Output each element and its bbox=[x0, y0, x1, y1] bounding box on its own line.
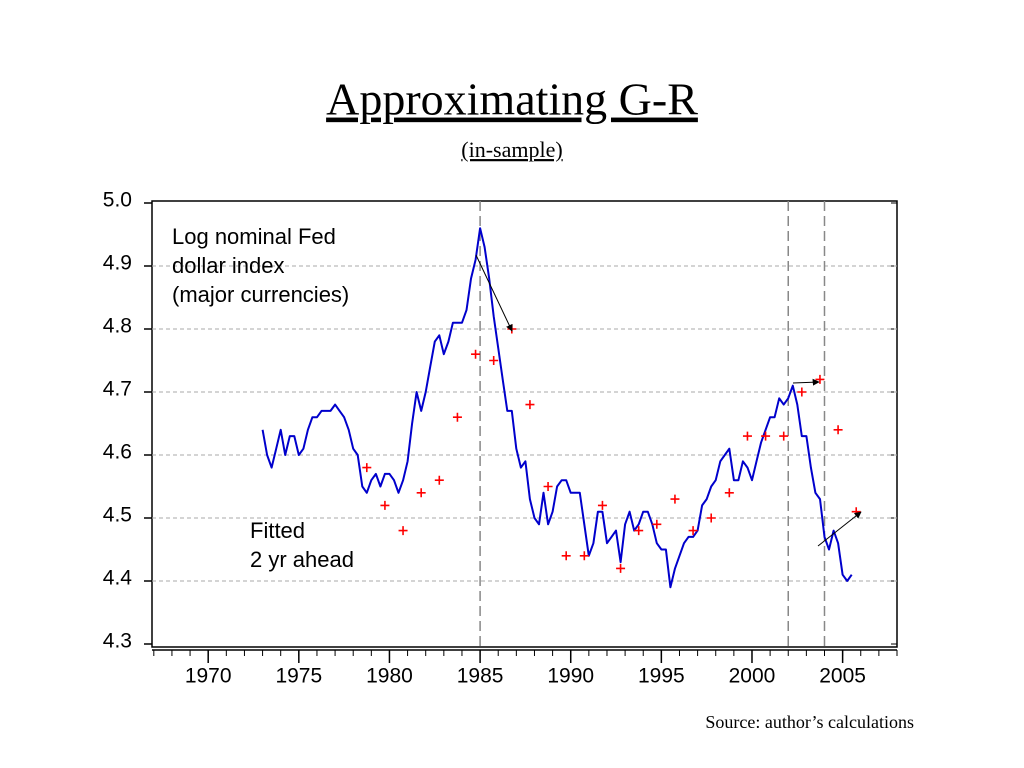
y-tick-label: 4.9 bbox=[103, 252, 132, 275]
data-point bbox=[525, 400, 535, 410]
x-tick-label: 1990 bbox=[547, 665, 594, 688]
y-tick-label: 4.7 bbox=[103, 378, 132, 401]
data-point bbox=[579, 551, 589, 561]
source-note: Source: author’s calculations bbox=[705, 712, 914, 732]
data-point bbox=[597, 500, 607, 510]
x-tick-label: 1975 bbox=[275, 665, 322, 688]
annotation-arrow bbox=[475, 254, 513, 332]
data-point bbox=[489, 356, 499, 365]
data-point bbox=[434, 475, 444, 485]
annotation: 2 yr ahead bbox=[250, 547, 354, 572]
data-point bbox=[416, 488, 426, 498]
data-point bbox=[833, 425, 843, 435]
y-tick-label: 4.4 bbox=[103, 567, 133, 590]
y-tick-label: 4.3 bbox=[103, 630, 132, 653]
y-tick-label: 4.8 bbox=[103, 315, 132, 338]
data-line bbox=[261, 227, 853, 589]
data-point bbox=[652, 519, 662, 529]
y-tick-label: 4.6 bbox=[103, 441, 132, 464]
x-tick-label: 1980 bbox=[366, 665, 413, 688]
data-point bbox=[761, 431, 771, 441]
data-point bbox=[398, 526, 408, 536]
data-point bbox=[724, 488, 734, 498]
chart-title: Approximating G-R bbox=[326, 74, 698, 125]
annotation-arrow bbox=[792, 378, 820, 386]
data-point bbox=[779, 431, 789, 441]
data-point bbox=[616, 563, 626, 573]
data-point bbox=[634, 526, 644, 536]
plot-area: 5.0 4.9 4.8 4.7 4.6 4.5 4.4 4.3 1970 1975 1980 1985… bbox=[103, 189, 898, 688]
x-tick-label: 2005 bbox=[819, 665, 866, 688]
data-point bbox=[688, 526, 698, 536]
annotation: Log nominal Fed bbox=[172, 224, 336, 249]
data-point bbox=[543, 482, 553, 491]
x-tick-label: 1995 bbox=[638, 665, 685, 688]
data-point bbox=[706, 513, 716, 523]
y-tick-label: 4.5 bbox=[103, 504, 132, 527]
data-point bbox=[561, 551, 571, 561]
x-tick-label: 2000 bbox=[729, 665, 776, 688]
annotation: (major currencies) bbox=[172, 282, 349, 307]
x-tick-label: 1985 bbox=[457, 665, 504, 688]
data-point bbox=[362, 463, 372, 473]
data-point bbox=[452, 412, 462, 422]
x-tick-label: 1970 bbox=[185, 665, 232, 688]
annotation-arrow bbox=[817, 511, 862, 547]
data-point bbox=[471, 349, 481, 359]
chart-subtitle: (in-sample) bbox=[461, 137, 562, 162]
data-point bbox=[742, 431, 752, 441]
annotation: Fitted bbox=[250, 518, 305, 543]
data-point bbox=[797, 387, 807, 397]
data-point bbox=[670, 494, 680, 504]
data-point bbox=[851, 507, 861, 517]
data-point bbox=[380, 500, 390, 510]
data-point bbox=[507, 324, 517, 334]
plot-frame bbox=[151, 200, 898, 648]
y-tick-label: 5.0 bbox=[103, 189, 132, 212]
annotation: dollar index bbox=[172, 253, 285, 278]
